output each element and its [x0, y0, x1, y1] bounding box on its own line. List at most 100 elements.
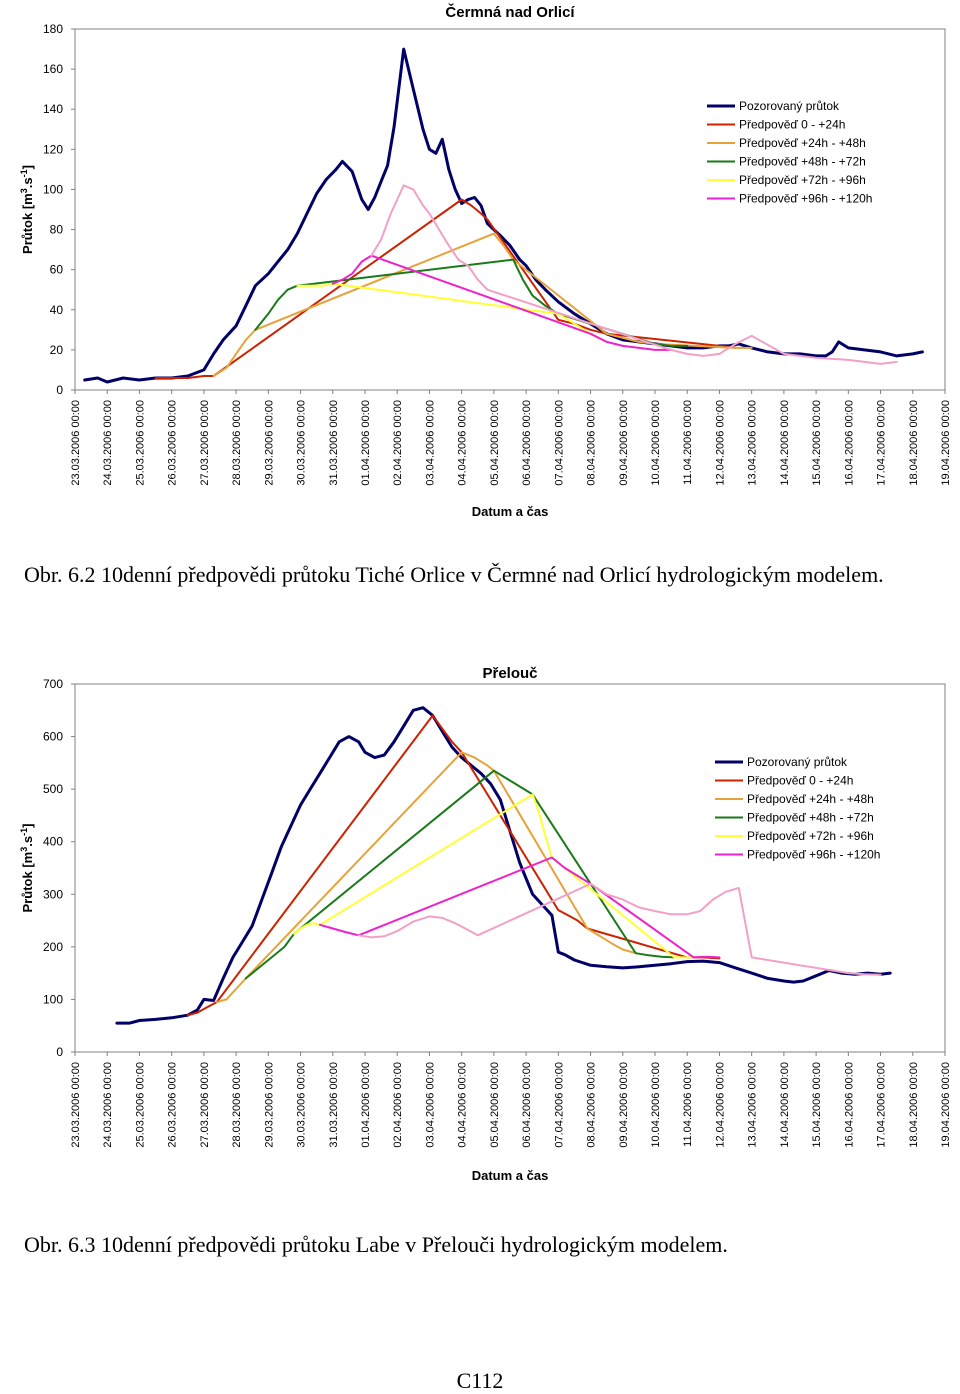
legend-entry: Předpověď +72h - +96h: [739, 173, 866, 187]
series-line-forecast-6: [370, 184, 898, 365]
x-tick-label: 07.04.2006 00:00: [553, 1062, 565, 1148]
y-tick-label: 60: [50, 263, 64, 277]
x-axis-label: Datum a čas: [472, 504, 549, 519]
x-tick-label: 13.04.2006 00:00: [747, 1062, 759, 1148]
y-tick-label: 0: [56, 1045, 63, 1059]
x-tick-label: 18.04.2006 00:00: [908, 400, 920, 486]
chart-title: Čermná nad Orlicí: [445, 3, 575, 21]
x-tick-label: 02.04.2006 00:00: [392, 1062, 404, 1148]
y-tick-label: 100: [43, 182, 63, 196]
x-tick-label: 15.04.2006 00:00: [811, 400, 823, 486]
x-tick-label: 25.03.2006 00:00: [134, 400, 146, 486]
chart-prelouc: Přelouč 0 100 200 300 400 500 600 700 23.03.2006 …: [19, 665, 952, 1183]
legend-entry: Předpověď 0 - +24h: [739, 118, 845, 132]
x-tick-label: 28.03.2006 00:00: [231, 1062, 243, 1148]
y-tick-label: 20: [50, 343, 64, 357]
x-tick-label: 28.03.2006 00:00: [231, 400, 243, 486]
x-tick-label: 18.04.2006 00:00: [908, 1062, 920, 1148]
x-tick-label: 13.04.2006 00:00: [747, 400, 759, 486]
y-tick-label: 0: [56, 383, 63, 397]
x-tick-label: 31.03.2006 00:00: [328, 400, 340, 486]
legend-entry: Předpověď +24h - +48h: [739, 136, 866, 150]
y-tick-label: 180: [43, 22, 63, 36]
series-line-forecast-2: [212, 232, 753, 377]
x-tick-label: 25.03.2006 00:00: [134, 1062, 146, 1148]
x-tick-label: 07.04.2006 00:00: [553, 400, 565, 486]
x-tick-label: 02.04.2006 00:00: [392, 400, 404, 486]
y-tick-label: 100: [43, 992, 63, 1006]
x-tick-label: 09.04.2006 00:00: [618, 1062, 630, 1148]
y-axis-label: Průtok [m3.s-1]: [19, 824, 35, 913]
series-line-observed: [83, 47, 924, 384]
x-tick-label: 17.04.2006 00:00: [876, 1062, 888, 1148]
y-tick-label: 40: [50, 303, 64, 317]
legend-entry: Předpověď +24h - +48h: [747, 792, 874, 806]
x-tick-label: 27.03.2006 00:00: [199, 400, 211, 486]
y-tick-label: 600: [43, 730, 63, 744]
legend-entry: Předpověď +96h - +120h: [739, 192, 872, 206]
x-tick-label: 17.04.2006 00:00: [876, 400, 888, 486]
x-tick-label: 10.04.2006 00:00: [650, 400, 662, 486]
x-tick-label: 06.04.2006 00:00: [521, 400, 533, 486]
legend-entry: Předpověď +96h - +120h: [747, 848, 880, 862]
x-tick-label: 08.04.2006 00:00: [586, 1062, 598, 1148]
plot-area: [74, 28, 946, 391]
series-line-forecast-4: [293, 793, 695, 959]
series-line-forecast-1: [154, 198, 737, 379]
x-tick-label: 10.04.2006 00:00: [650, 1062, 662, 1148]
chart-title: Přelouč: [482, 665, 537, 682]
x-tick-label: 09.04.2006 00:00: [618, 400, 630, 486]
x-tick-label: 01.04.2006 00:00: [360, 400, 372, 486]
x-tick-label: 01.04.2006 00:00: [360, 1062, 372, 1148]
legend-entry: Pozorovaný průtok: [739, 99, 840, 113]
x-tick-label: 31.03.2006 00:00: [328, 1062, 340, 1148]
y-tick-label: 140: [43, 102, 63, 116]
x-tick-label: 06.04.2006 00:00: [521, 1062, 533, 1148]
y-axis-label: Průtok [m3.s-1]: [19, 165, 35, 254]
x-tick-label: 08.04.2006 00:00: [586, 400, 598, 486]
series-line-forecast-5: [331, 254, 673, 351]
x-tick-label: 12.04.2006 00:00: [714, 400, 726, 486]
legend-entry: Předpověď +48h - +72h: [739, 155, 866, 169]
x-tick-label: 26.03.2006 00:00: [167, 1062, 179, 1148]
legend-entry: Předpověď +72h - +96h: [747, 829, 874, 843]
series-line-forecast-6: [357, 882, 882, 976]
x-tick-label: 29.03.2006 00:00: [263, 400, 275, 486]
y-tick-label: 120: [43, 142, 63, 156]
page-number: C112: [456, 1368, 504, 1393]
x-tick-label: 19.04.2006 00:00: [940, 400, 952, 486]
x-tick-label: 05.04.2006 00:00: [489, 400, 501, 486]
y-tick-label: 500: [43, 782, 63, 796]
x-tick-label: 03.04.2006 00:00: [424, 1062, 436, 1148]
x-tick-label: 12.04.2006 00:00: [714, 1062, 726, 1148]
y-tick-label: 300: [43, 887, 63, 901]
legend-entry: Předpověď +48h - +72h: [747, 811, 874, 825]
x-tick-label: 14.04.2006 00:00: [779, 1062, 791, 1148]
x-tick-label: 30.03.2006 00:00: [296, 400, 308, 486]
x-tick-label: 16.04.2006 00:00: [843, 1062, 855, 1148]
x-tick-label: 23.03.2006 00:00: [70, 400, 82, 486]
series-line-forecast-5: [318, 856, 721, 959]
x-tick-label: 29.03.2006 00:00: [263, 1062, 275, 1148]
plot-area: [74, 683, 946, 1053]
x-tick-label: 16.04.2006 00:00: [843, 400, 855, 486]
figure-caption-6-3: Obr. 6.3 10denní předpovědi průtoku Labe…: [24, 1232, 728, 1257]
x-tick-label: 05.04.2006 00:00: [489, 1062, 501, 1148]
figure-caption-6-2: Obr. 6.2 10denní předpovědi průtoku Tich…: [24, 562, 884, 587]
legend-entry: Pozorovaný průtok: [747, 755, 848, 769]
x-tick-label: 11.04.2006 00:00: [682, 400, 694, 485]
x-tick-label: 30.03.2006 00:00: [296, 1062, 308, 1148]
y-tick-label: 700: [43, 677, 63, 691]
chart-cermna: Čermná nad Orlicí 0 20 40 60 80 100 120 140 160 18…: [19, 3, 952, 519]
x-tick-label: 24.03.2006 00:00: [102, 1062, 114, 1148]
x-tick-label: 23.03.2006 00:00: [70, 1062, 82, 1148]
x-tick-label: 03.04.2006 00:00: [424, 400, 436, 486]
series-line-forecast-2: [215, 751, 637, 1004]
x-tick-label: 27.03.2006 00:00: [199, 1062, 211, 1148]
x-tick-label: 24.03.2006 00:00: [102, 400, 114, 486]
series-line-forecast-3: [244, 769, 676, 980]
x-tick-label: 26.03.2006 00:00: [167, 400, 179, 486]
y-tick-label: 200: [43, 940, 63, 954]
y-tick-label: 400: [43, 835, 63, 849]
x-tick-label: 04.04.2006 00:00: [457, 400, 469, 486]
